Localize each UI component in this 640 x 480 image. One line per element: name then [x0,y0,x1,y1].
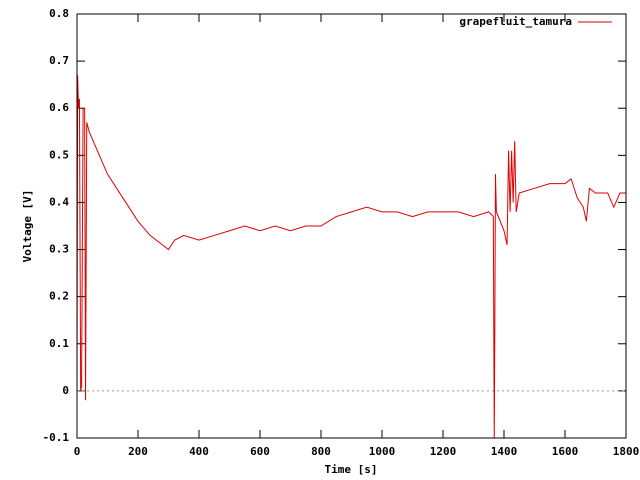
y-tick-label: 0.2 [49,290,69,303]
y-tick-label: 0.3 [49,243,69,256]
x-tick-label: 400 [189,445,209,458]
x-tick-label: 1800 [613,445,640,458]
y-tick-label: 0.4 [49,195,69,208]
x-tick-label: 0 [74,445,81,458]
plot-frame [76,13,627,439]
x-tick-label: 1200 [430,445,457,458]
y-tick-label: 0.5 [49,148,69,161]
legend-label: grapefluit_tamura [459,15,572,28]
x-tick-label: 1600 [552,445,579,458]
x-tick-label: 800 [311,445,331,458]
x-axis-label: Time [s] [325,463,378,476]
y-tick-label: 0 [62,384,69,397]
x-tick-label: 600 [250,445,270,458]
x-tick-label: 200 [128,445,148,458]
y-tick-label: 0.6 [49,101,69,114]
y-tick-label: 0.8 [49,7,69,20]
y-tick-label: 0.7 [49,54,69,67]
x-tick-label: 1000 [369,445,396,458]
y-tick-label: 0.1 [49,337,69,350]
x-tick-label: 1400 [491,445,518,458]
y-tick-label: -0.1 [43,431,70,444]
y-axis-label: Voltage [V] [21,190,34,263]
data-line [77,75,626,438]
